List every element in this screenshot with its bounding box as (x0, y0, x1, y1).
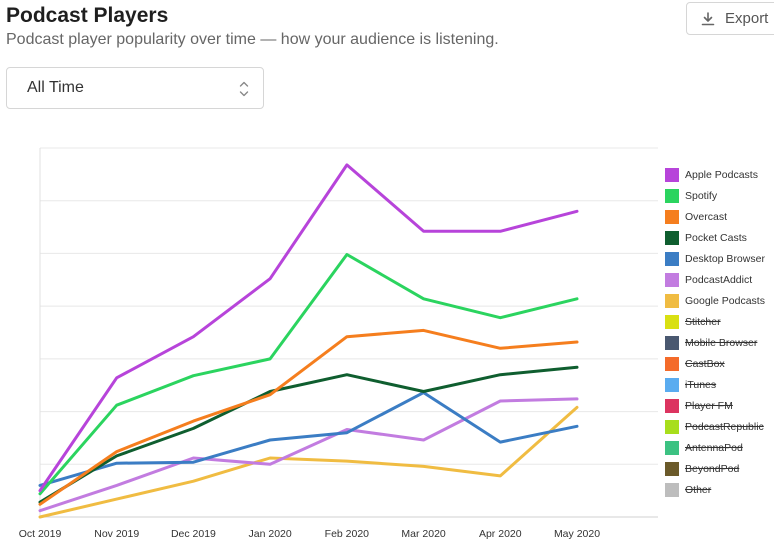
x-tick-label: May 2020 (554, 528, 600, 540)
legend-item[interactable]: PodcastRepublic (665, 416, 765, 437)
legend-swatch (665, 356, 679, 371)
download-icon (701, 11, 715, 25)
legend-label: Spotify (685, 189, 718, 202)
legend-label: Mobile Browser (685, 336, 758, 349)
time-range-select[interactable]: All Time (6, 67, 264, 109)
legend-label: Overcast (685, 210, 728, 223)
legend-item[interactable]: Stitcher (665, 311, 765, 332)
chart-legend: Apple Podcasts Spotify Overcast Pocket Cast… (665, 164, 765, 500)
legend-item[interactable]: Mobile Browser (665, 332, 765, 353)
page-subtitle: Podcast player popularity over time — ho… (6, 31, 499, 48)
x-tick-label: Apr 2020 (479, 528, 522, 540)
series-line-overcast[interactable] (38, 328, 579, 506)
legend-swatch (665, 377, 679, 392)
legend-item[interactable]: Player FM (665, 395, 765, 416)
legend-label: CastBox (685, 357, 725, 370)
legend-item[interactable]: PodcastAddict (665, 269, 765, 290)
legend-swatch (665, 398, 679, 413)
legend-swatch (665, 419, 679, 434)
legend-label: iTunes (685, 378, 717, 391)
legend-swatch (665, 188, 679, 203)
legend-swatch (665, 293, 679, 308)
legend-label: AntennaPod (685, 441, 743, 454)
legend-label: Pocket Casts (685, 231, 747, 244)
legend-swatch (665, 482, 679, 497)
series-line-pocket-casts[interactable] (38, 365, 579, 504)
x-tick-label: Nov 2019 (94, 528, 139, 540)
series-line-apple-podcasts[interactable] (38, 163, 579, 493)
x-tick-label: Feb 2020 (325, 528, 370, 540)
legend-item[interactable]: Google Podcasts (665, 290, 765, 311)
legend-swatch (665, 314, 679, 329)
x-tick-label: Jan 2020 (249, 528, 292, 540)
legend-label: PodcastAddict (685, 273, 753, 286)
legend-item[interactable]: Apple Podcasts (665, 164, 765, 185)
legend-swatch (665, 335, 679, 350)
page-title: Podcast Players (6, 4, 169, 27)
legend-swatch (665, 440, 679, 455)
legend-swatch (665, 167, 679, 182)
legend-label: PodcastRepublic (685, 420, 764, 433)
legend-label: Apple Podcasts (685, 168, 758, 181)
legend-item[interactable]: Other (665, 479, 765, 500)
legend-label: Desktop Browser (685, 252, 765, 265)
series-line-spotify[interactable] (38, 253, 579, 496)
series-line-desktop-browser[interactable] (38, 391, 579, 487)
legend-label: Other (685, 483, 712, 496)
x-tick-label: Mar 2020 (401, 528, 446, 540)
time-range-value: All Time (27, 79, 84, 96)
legend-item[interactable]: AntennaPod (665, 437, 765, 458)
legend-swatch (665, 461, 679, 476)
legend-item[interactable]: Spotify (665, 185, 765, 206)
legend-swatch (665, 209, 679, 224)
legend-label: Player FM (685, 399, 733, 412)
export-label: Export (725, 10, 769, 27)
x-tick-label: Oct 2019 (19, 528, 62, 540)
legend-swatch (665, 230, 679, 245)
legend-item[interactable]: BeyondPod (665, 458, 765, 479)
legend-item[interactable]: Overcast (665, 206, 765, 227)
legend-item[interactable]: iTunes (665, 374, 765, 395)
legend-label: BeyondPod (685, 462, 740, 475)
series-line-podcastaddict[interactable] (38, 397, 579, 513)
legend-item[interactable]: Pocket Casts (665, 227, 765, 248)
export-button[interactable]: Export (686, 2, 774, 35)
select-arrows-icon (239, 81, 249, 97)
legend-swatch (665, 251, 679, 266)
legend-label: Google Podcasts (685, 294, 765, 307)
series-line-google-podcasts[interactable] (38, 405, 579, 519)
legend-item[interactable]: CastBox (665, 353, 765, 374)
legend-swatch (665, 272, 679, 287)
legend-label: Stitcher (685, 315, 721, 328)
legend-item[interactable]: Desktop Browser (665, 248, 765, 269)
x-tick-label: Dec 2019 (171, 528, 216, 540)
